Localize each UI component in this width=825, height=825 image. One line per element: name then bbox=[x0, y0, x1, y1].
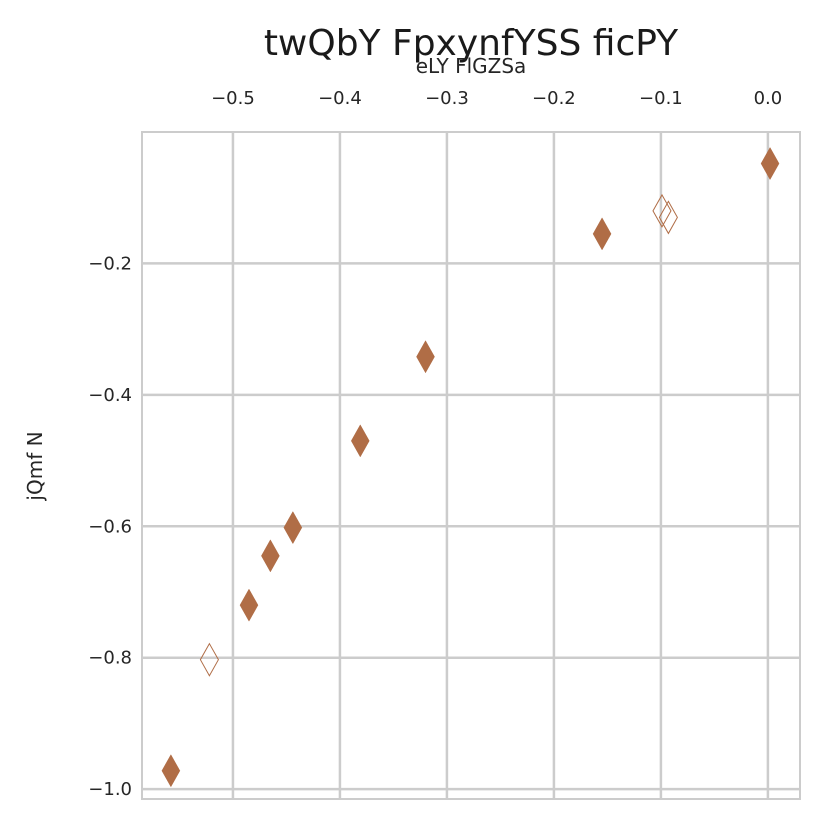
data-point-hollow bbox=[658, 200, 678, 235]
x-tick-label: −0.2 bbox=[532, 88, 576, 109]
data-point bbox=[592, 217, 612, 251]
y-axis-label: jQmf N bbox=[23, 431, 47, 501]
data-point bbox=[416, 340, 435, 374]
data-point bbox=[283, 511, 303, 545]
x-tick-label: −0.4 bbox=[318, 88, 362, 109]
gridlines bbox=[142, 132, 800, 799]
data-point bbox=[161, 754, 181, 788]
x-tick-label: −0.3 bbox=[425, 88, 469, 109]
x-axis-label: eLY FlGZSa bbox=[416, 54, 527, 78]
y-tick-label: −0.4 bbox=[88, 385, 132, 406]
y-tick-label: −0.6 bbox=[88, 516, 132, 537]
x-tick-label: −0.1 bbox=[639, 88, 683, 109]
data-point bbox=[261, 539, 280, 573]
plot-area-frame bbox=[141, 131, 801, 800]
tick-labels: −0.5 −0.4 −0.3 −0.2 −0.1 0.0 −1.0 −0.8 −0.6 −0.4 −… bbox=[88, 88, 782, 800]
data-points bbox=[161, 147, 780, 788]
data-point-hollow bbox=[652, 193, 672, 228]
y-tick-label: −0.2 bbox=[88, 253, 132, 274]
data-point bbox=[760, 147, 780, 181]
x-tick-label: 0.0 bbox=[754, 88, 783, 109]
x-tick-label: −0.5 bbox=[211, 88, 255, 109]
data-point-hollow bbox=[199, 642, 219, 677]
chart-title: twQbY FpxynfYSS ficPY bbox=[264, 23, 679, 64]
data-point bbox=[239, 588, 259, 622]
data-point bbox=[350, 424, 370, 458]
y-tick-label: −1.0 bbox=[88, 779, 132, 800]
y-tick-label: −0.8 bbox=[88, 648, 132, 669]
